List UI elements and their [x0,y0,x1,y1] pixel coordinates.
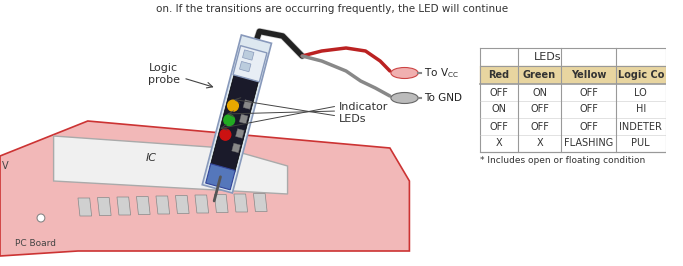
Polygon shape [233,46,267,82]
Text: OFF: OFF [530,122,549,131]
Circle shape [37,214,45,222]
Text: Red: Red [488,70,510,80]
Text: Logic
probe: Logic probe [148,63,180,85]
Ellipse shape [391,93,418,103]
Polygon shape [0,121,409,256]
Text: LEDs: LEDs [534,52,561,62]
Bar [616,135,666,152]
Bar [561,101,616,118]
Polygon shape [117,197,130,215]
Text: OFF: OFF [579,122,598,131]
Text: Indicator
LEDs: Indicator LEDs [339,102,389,124]
Polygon shape [206,164,235,190]
Polygon shape [98,197,111,215]
Bar [479,101,518,118]
Ellipse shape [391,68,418,78]
Bar [479,118,518,135]
Bar [561,118,616,135]
Polygon shape [243,100,252,109]
Polygon shape [239,114,248,124]
Text: on. If the transitions are occurring frequently, the LED will continue: on. If the transitions are occurring fre… [156,4,508,14]
Bar [518,135,561,152]
Text: OFF: OFF [579,105,598,114]
Text: Logic Co: Logic Co [617,70,664,80]
Polygon shape [137,197,150,214]
Polygon shape [236,129,244,138]
Circle shape [220,129,231,140]
Text: OFF: OFF [530,105,549,114]
Text: ON: ON [491,105,506,114]
Text: OFF: OFF [489,122,508,131]
Text: ON: ON [532,88,547,98]
Text: INDETER: INDETER [619,122,663,131]
Bar [479,84,518,101]
Text: X: X [495,139,502,148]
Polygon shape [253,193,267,211]
Polygon shape [176,196,189,214]
Bar [479,66,518,84]
Polygon shape [202,35,271,193]
Polygon shape [156,196,169,214]
Text: V: V [2,161,9,171]
Bar [616,84,666,101]
Bar [479,48,616,66]
Text: FLASHING: FLASHING [564,139,613,148]
Bar [616,101,666,118]
Polygon shape [53,136,288,194]
Text: To GND: To GND [424,93,462,103]
Text: Yellow: Yellow [571,70,607,80]
Circle shape [224,115,234,126]
Polygon shape [195,195,208,213]
Polygon shape [210,70,260,173]
Text: PC Board: PC Board [14,239,55,248]
Text: HI: HI [636,105,646,114]
Polygon shape [242,50,254,60]
Text: PUL: PUL [632,139,650,148]
Text: OFF: OFF [579,88,598,98]
Text: LO: LO [635,88,647,98]
Bar [616,118,666,135]
Text: OFF: OFF [489,88,508,98]
Polygon shape [214,194,228,213]
Text: X: X [536,139,543,148]
Bar [616,66,666,84]
Text: To V$_{\mathrm{CC}}$: To V$_{\mathrm{CC}}$ [424,66,459,80]
Bar [518,118,561,135]
Polygon shape [232,143,240,153]
Text: IC: IC [145,153,156,163]
Bar [479,135,518,152]
Text: Green: Green [523,70,556,80]
Bar [561,66,616,84]
Bar [561,135,616,152]
Bar [561,84,616,101]
Polygon shape [234,194,248,212]
Text: * Includes open or floating condition: * Includes open or floating condition [479,156,645,165]
Bar [518,84,561,101]
Polygon shape [240,61,251,72]
Circle shape [227,100,238,111]
Bar [518,101,561,118]
Bar [518,66,561,84]
Polygon shape [78,198,92,216]
